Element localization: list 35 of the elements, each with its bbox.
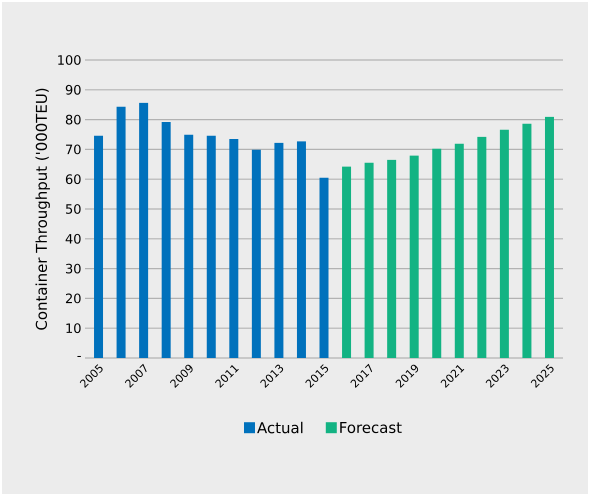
y-tick-label: 90 (66, 84, 81, 95)
legend-label: Forecast (340, 422, 402, 434)
bar (296, 141, 306, 358)
bar (387, 160, 396, 358)
bar (94, 136, 104, 358)
bar (139, 102, 148, 358)
bar (162, 122, 171, 358)
bar (229, 138, 238, 358)
bar (432, 148, 442, 358)
y-tick-label: 60 (66, 174, 81, 184)
y-tick-label: 100 (58, 55, 81, 65)
bar (454, 144, 464, 358)
y-tick-label: 50 (66, 204, 81, 214)
y-tick-label: 10 (66, 323, 81, 334)
bar (477, 136, 486, 358)
bar (274, 142, 284, 358)
bar (252, 150, 261, 358)
bar (342, 166, 352, 358)
y-tick-label: 30 (66, 264, 81, 274)
y-tick-label: 70 (66, 144, 81, 154)
bar (544, 116, 554, 358)
bar (410, 156, 419, 358)
legend-label: Actual (257, 422, 302, 434)
y-tick-label: 40 (66, 234, 81, 244)
y-tick-label: 20 (66, 294, 81, 304)
y-tick-label: 80 (66, 114, 81, 124)
bar (184, 134, 194, 358)
bar (116, 106, 126, 358)
y-tick-label: - (77, 356, 81, 357)
bar (320, 178, 329, 358)
bar (522, 124, 532, 358)
bar (206, 136, 216, 358)
bar (500, 130, 509, 358)
bar (364, 162, 374, 358)
y-axis-title: Container Throughput ('000TEU) (35, 88, 50, 330)
